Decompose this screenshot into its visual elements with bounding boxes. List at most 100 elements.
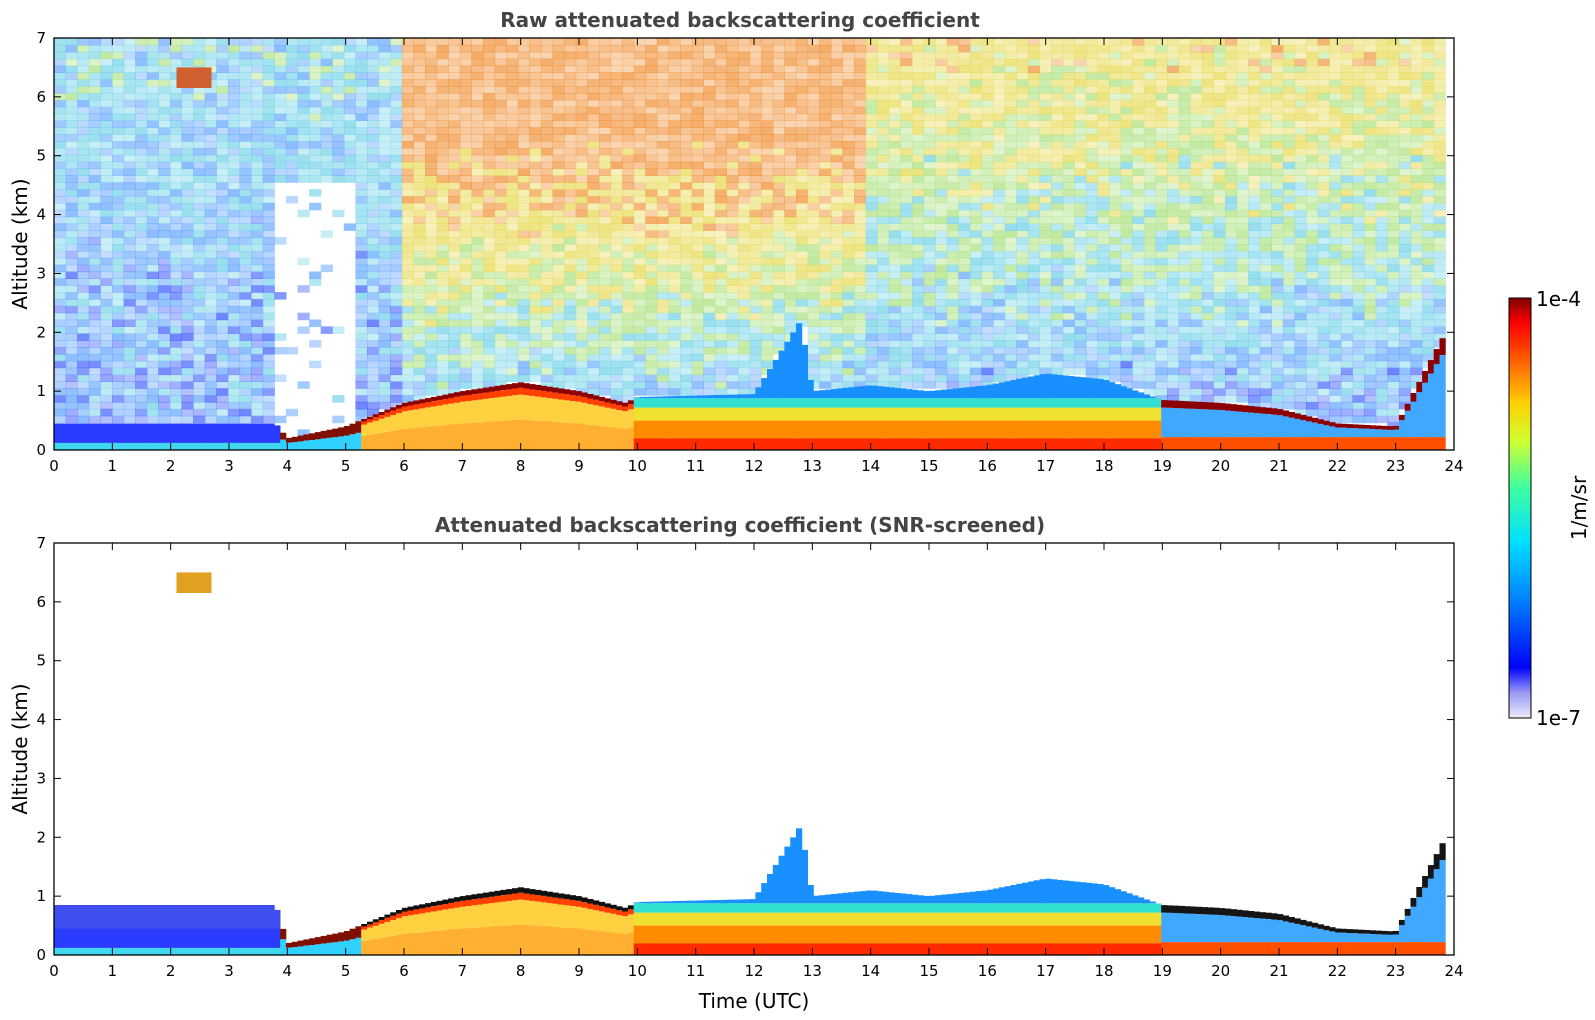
noise-cell: [65, 367, 78, 376]
noise-cell: [1190, 285, 1203, 293]
noise-cell: [1155, 244, 1168, 252]
noise-cell: [714, 86, 727, 94]
noise-cell: [517, 65, 530, 73]
noise-cell: [726, 278, 739, 286]
noise-cell: [911, 360, 925, 369]
noise-cell: [552, 182, 565, 190]
noise-cell: [297, 65, 310, 73]
noise-cell: [459, 92, 472, 101]
noise-cell: [378, 319, 391, 327]
noise-cell: [772, 168, 785, 176]
noise-cell: [993, 79, 1006, 87]
noise-cell: [285, 195, 299, 204]
noise-cell: [842, 65, 855, 73]
noise-cell: [88, 44, 101, 53]
noise-cell: [598, 257, 612, 266]
noise-cell: [981, 127, 994, 135]
noise-cell: [1051, 72, 1064, 80]
noise-cell: [65, 175, 78, 183]
noise-cell: [911, 333, 925, 341]
noise-cell: [1109, 168, 1122, 176]
noise-cell: [390, 223, 403, 231]
noise-cell: [285, 38, 299, 46]
noise-cell: [54, 408, 67, 417]
noise-cell: [1109, 223, 1122, 231]
noise-cell: [135, 264, 148, 273]
noise-cell: [772, 120, 785, 128]
noise-cell: [540, 244, 554, 252]
noise-cell: [88, 360, 101, 369]
noise-cell: [100, 51, 113, 60]
noise-cell: [981, 51, 994, 60]
noise-cell: [401, 367, 414, 376]
noise-cell: [714, 271, 727, 279]
noise-cell: [691, 374, 704, 382]
noise-cell: [77, 154, 90, 163]
noise-cell: [911, 326, 925, 334]
noise-cell: [77, 99, 90, 108]
noise-cell: [436, 86, 449, 94]
noise-cell: [146, 230, 159, 238]
noise-cell: [378, 353, 391, 362]
noise-cell: [146, 223, 159, 231]
noise-cell: [1062, 58, 1075, 67]
noise-cell: [378, 202, 391, 211]
noise-cell: [610, 381, 623, 389]
noise-cell: [784, 278, 797, 286]
noise-cell: [54, 353, 67, 362]
noise-cell: [807, 353, 820, 362]
noise-cell: [517, 44, 530, 53]
noise-cell: [714, 44, 727, 53]
noise-cell: [54, 381, 67, 389]
noise-cell: [946, 127, 959, 135]
noise-cell: [703, 38, 716, 46]
noise-cell: [193, 353, 206, 362]
noise-cell: [540, 195, 554, 204]
noise-cell: [436, 312, 449, 321]
noise-cell: [425, 298, 438, 307]
noise-cell: [668, 250, 681, 259]
noise-cell: [181, 175, 194, 183]
noise-cell: [587, 271, 600, 279]
noise-cell: [714, 319, 727, 327]
noise-cell: [656, 319, 670, 327]
noise-cell: [981, 106, 994, 115]
noise-cell: [483, 250, 496, 259]
noise-cell: [1097, 120, 1110, 128]
noise-cell: [193, 264, 206, 273]
noise-cell: [1143, 182, 1156, 190]
noise-cell: [1004, 209, 1017, 218]
noise-cell: [714, 244, 727, 252]
noise-cell: [1143, 189, 1156, 197]
noise-cell: [262, 51, 275, 60]
noise-cell: [494, 223, 507, 231]
noise-cell: [1109, 92, 1122, 101]
noise-cell: [529, 326, 542, 334]
noise-cell: [285, 141, 299, 149]
noise-cell: [1155, 250, 1168, 259]
noise-cell: [274, 51, 287, 60]
noise-cell: [204, 298, 217, 307]
noise-cell: [900, 257, 913, 266]
noise-cell: [819, 360, 832, 369]
noise-cell: [761, 72, 774, 80]
noise-cell: [772, 127, 785, 135]
noise-cell: [564, 113, 577, 121]
noise-cell: [425, 264, 438, 273]
noise-cell: [285, 79, 299, 87]
noise-cell: [691, 223, 704, 231]
noise-cell: [146, 347, 159, 355]
noise-cell: [1155, 278, 1168, 286]
noise-cell: [355, 305, 368, 314]
noise-cell: [714, 298, 727, 307]
noise-cell: [703, 44, 716, 53]
noise-cell: [274, 237, 287, 245]
noise-cell: [355, 216, 368, 224]
noise-cell: [158, 326, 171, 334]
noise-cell: [332, 147, 345, 156]
noise-cell: [529, 374, 542, 382]
noise-cell: [923, 106, 936, 115]
noise-cell: [1178, 79, 1191, 87]
noise-cell: [842, 374, 855, 382]
noise-cell: [112, 340, 125, 348]
